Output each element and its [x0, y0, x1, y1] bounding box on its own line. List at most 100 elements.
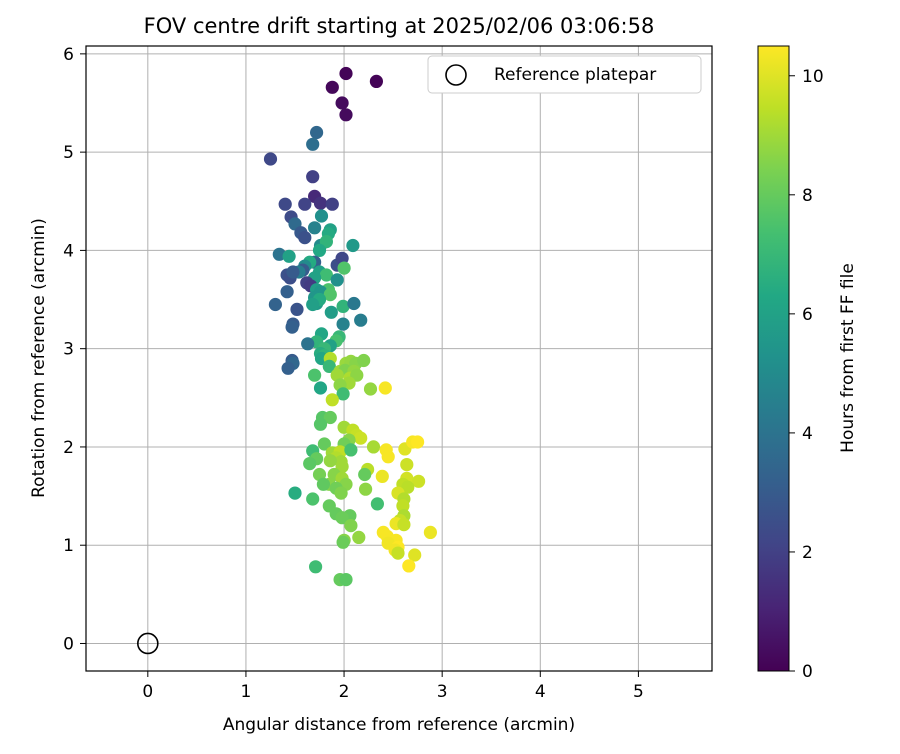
scatter-point [370, 497, 384, 511]
colorbar: 0 2 4 6 8 10 Hours from first FF file [757, 45, 858, 682]
scatter-point [313, 196, 328, 210]
scatter-point [412, 474, 426, 488]
x-tick-label: 4 [535, 682, 546, 702]
scatter-point [391, 546, 405, 560]
y-tick-label: 4 [63, 241, 74, 261]
scatter-point [290, 302, 304, 316]
scatter-point [347, 296, 361, 311]
scatter-point [357, 353, 371, 368]
scatter-point [298, 197, 312, 211]
scatter-point [344, 519, 358, 533]
y-tick-label: 1 [63, 536, 74, 556]
colorbar-tick-label: 4 [802, 424, 813, 444]
x-tick-label: 2 [339, 682, 350, 702]
scatter-point [285, 320, 299, 334]
x-axis-label: Angular distance from reference (arcmin) [223, 715, 575, 735]
plot-frame [85, 45, 713, 672]
legend-label: Reference platepar [494, 65, 656, 85]
scatter-point [354, 313, 368, 327]
scatter-point [306, 297, 320, 312]
scatter-point [316, 477, 330, 491]
scatter-point [301, 337, 315, 351]
scatter-point [396, 499, 410, 513]
y-tick-label: 0 [63, 634, 74, 654]
scatter-point [337, 261, 351, 275]
scatter-point [282, 249, 296, 263]
scatter-point [401, 480, 415, 494]
scatter-point [400, 458, 414, 472]
scatter-point [411, 435, 425, 449]
reference-marker-group [137, 632, 159, 655]
legend-marker-icon [445, 64, 467, 86]
scatter-point [323, 410, 337, 425]
y-tick-label: 5 [63, 143, 74, 163]
scatter-point [322, 359, 336, 373]
x-axis: 0 1 2 3 4 5 [142, 671, 644, 702]
scatter-point [306, 137, 320, 151]
scatter-point [325, 393, 339, 407]
scatter-point [268, 297, 282, 312]
scatter-point [352, 530, 366, 545]
scatter-point [335, 511, 349, 525]
scatter-point [306, 170, 320, 184]
colorbar-tick-label: 8 [802, 186, 813, 206]
scatter-point [402, 559, 416, 573]
scatter-point [359, 482, 373, 496]
scatter-point [354, 431, 368, 445]
scatter-point [310, 125, 324, 140]
scatter-point [308, 368, 322, 382]
y-tick-label: 3 [63, 340, 74, 360]
scatter-point [366, 440, 381, 454]
scatter-point [323, 288, 337, 302]
scatter-point [323, 454, 337, 468]
scatter-point [325, 80, 339, 94]
scatter-point [336, 317, 350, 331]
scatter-point [375, 469, 389, 483]
colorbar-label: Hours from first FF file [838, 263, 858, 453]
scatter-point [306, 492, 320, 506]
scatter-point [358, 467, 372, 482]
scatter-point [423, 525, 437, 540]
grid-lines [86, 46, 712, 671]
scatter-point [369, 74, 383, 88]
scatter-point [334, 486, 348, 500]
scatter-point [272, 247, 286, 261]
scatter-points [263, 66, 437, 587]
scatter-point [286, 265, 300, 279]
scatter-point [314, 209, 329, 223]
scatter-point [309, 560, 323, 574]
scatter-point [288, 486, 302, 500]
x-tick-label: 5 [633, 682, 644, 702]
scatter-point [408, 548, 422, 562]
scatter-point [335, 96, 349, 110]
scatter-point [308, 221, 322, 235]
legend: Reference platepar [427, 55, 702, 94]
scatter-point [381, 450, 395, 464]
y-axis-label: Rotation from reference (arcmin) [29, 218, 49, 498]
colorbar-tick-label: 2 [802, 543, 813, 563]
scatter-point [336, 535, 350, 549]
scatter-point [313, 381, 328, 395]
scatter-point [325, 197, 339, 211]
chart-title: FOV centre drift starting at 2025/02/06 … [144, 14, 655, 38]
x-tick-label: 1 [241, 682, 252, 702]
scatter-point [303, 457, 317, 471]
scatter-point [344, 443, 358, 457]
y-axis: 0 1 2 3 4 5 6 [63, 45, 86, 654]
scatter-point [336, 299, 350, 313]
scatter-point [397, 518, 411, 532]
scatter-point [278, 197, 292, 211]
legend-box [427, 55, 702, 94]
scatter-point [280, 285, 294, 299]
colorbar-tick-label: 10 [802, 67, 824, 87]
scatter-point [339, 573, 353, 587]
scatter-point [330, 273, 344, 287]
colorbar-gradient [757, 45, 790, 672]
scatter-point [324, 305, 338, 319]
scatter-point [339, 66, 353, 81]
scatter-point [263, 152, 278, 166]
scatter-point [312, 243, 327, 257]
scatter-point [335, 251, 349, 265]
